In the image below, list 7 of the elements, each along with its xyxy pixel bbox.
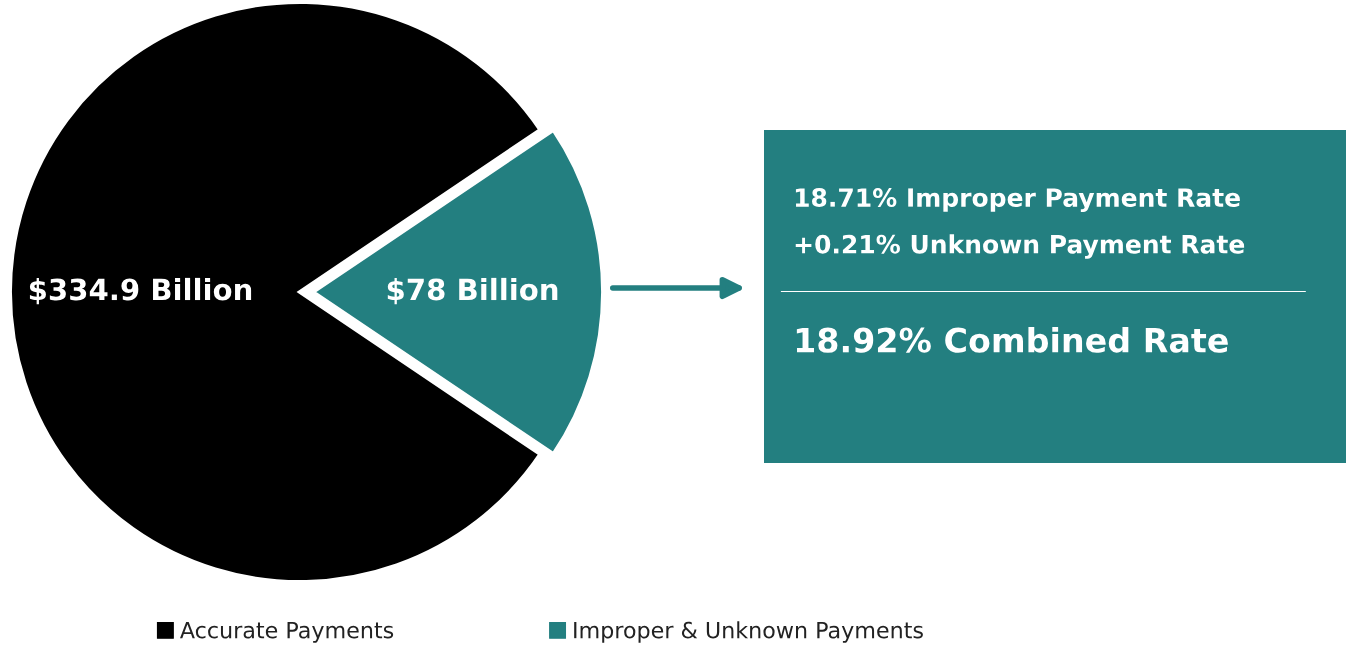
legend-label: Accurate Payments xyxy=(180,621,394,643)
legend-label: Improper & Unknown Payments xyxy=(574,621,923,643)
text: +0.21% Unknown Payment Rate xyxy=(795,234,1245,259)
text: 18.92% Combined Rate xyxy=(796,326,1228,353)
text: 18.71% Improper Payment Rate xyxy=(795,188,1240,213)
data-label: $78 Billion xyxy=(387,277,558,305)
data-label: $334.9 Billion xyxy=(29,277,252,305)
